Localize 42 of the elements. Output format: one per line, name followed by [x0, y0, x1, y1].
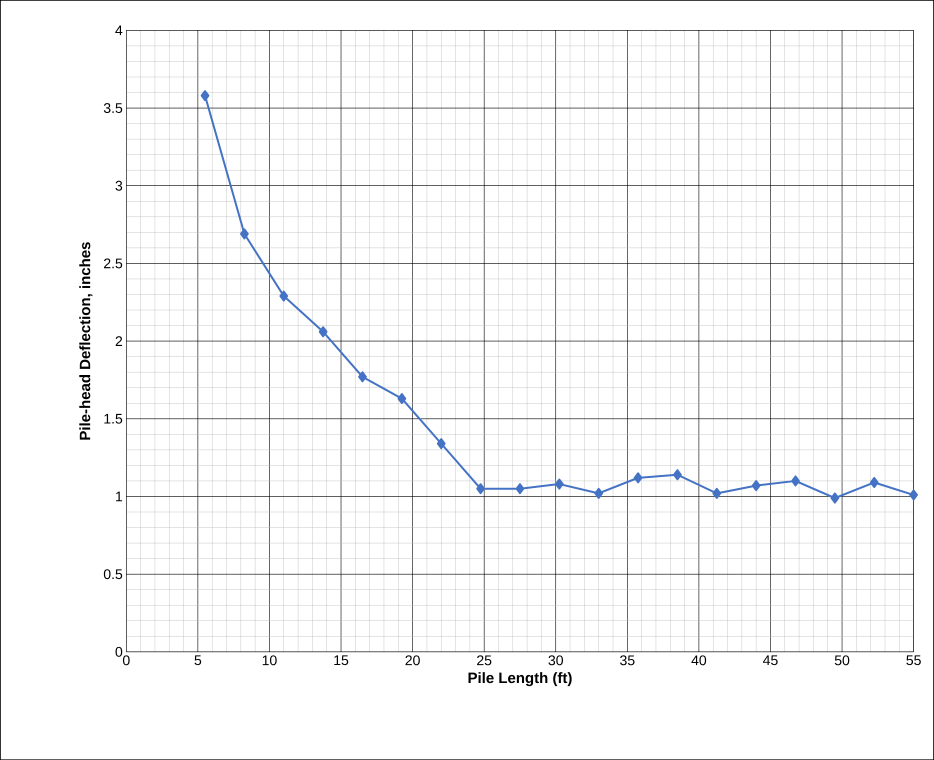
x-tick-label: 15 [334, 655, 348, 666]
point [712, 488, 722, 499]
x-tick-label: 50 [834, 655, 850, 666]
x-tick-label: 5 [194, 655, 202, 666]
x-tick-label: 40 [691, 655, 706, 666]
x-tick-label: 20 [406, 655, 420, 666]
point [830, 492, 840, 504]
point [476, 483, 485, 494]
y-tick-label: 1.5 [104, 414, 122, 424]
y-tick-label: 1 [116, 492, 122, 502]
y-tick-label: 3.5 [104, 103, 122, 113]
y-tick-label: 0.5 [104, 569, 122, 580]
y-tick-label: 2 [116, 336, 122, 346]
x-tick-label: 25 [477, 655, 492, 666]
y-tick-label: 2.5 [104, 258, 122, 268]
x-tick-label: 35 [620, 655, 635, 666]
point [318, 326, 328, 338]
point [673, 469, 682, 480]
x-tick-label: 55 [906, 655, 921, 666]
point [870, 476, 879, 488]
point [594, 488, 604, 499]
point [200, 90, 210, 102]
x-tick-label: 45 [763, 655, 778, 666]
x-tick-label: 0 [122, 655, 130, 666]
point [516, 483, 524, 494]
x-axis-title: Pile Length (ft) [468, 672, 572, 686]
point [358, 371, 367, 382]
point [909, 489, 918, 500]
point [634, 472, 642, 484]
y-tick-label: 4 [115, 26, 122, 36]
point [791, 475, 800, 486]
point [240, 228, 249, 240]
x-tick-label: 30 [548, 655, 563, 666]
point [436, 438, 446, 450]
point [279, 290, 288, 302]
y-tick-label: 3 [116, 180, 122, 191]
point [397, 393, 406, 404]
x-tick-label: 10 [262, 655, 277, 666]
point [554, 478, 564, 490]
y-tick-label: 0 [116, 646, 122, 657]
y-axis-title: Pile-head Deflection, inches [79, 242, 92, 440]
point [752, 480, 761, 492]
